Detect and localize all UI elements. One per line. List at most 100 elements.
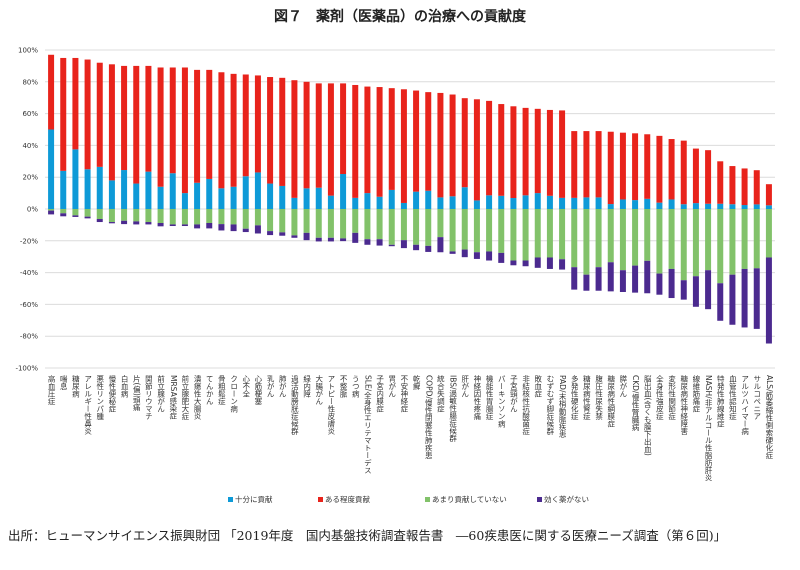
bar-segment-3 <box>765 209 772 258</box>
x-tick-label: PAD/末梢動脈疾患 <box>558 375 568 438</box>
bar-segment-2 <box>145 65 152 172</box>
x-tick-label: NASH/非アルコール性脂肪肝炎 <box>704 375 714 482</box>
bar-segment-4 <box>376 239 383 246</box>
x-tick-label: 子宮内膜症 <box>375 375 385 413</box>
bar-segment-1 <box>583 197 590 209</box>
bar-segment-3 <box>352 209 359 233</box>
x-tick-label: 心不全 <box>241 375 251 398</box>
bar-segment-3 <box>254 209 261 226</box>
bar-segment-2 <box>84 59 91 170</box>
x-tick-label: 子宮頸がん <box>509 375 519 413</box>
bar-segment-4 <box>522 260 529 267</box>
y-tick-label: -20% <box>20 237 38 245</box>
bar-segment-4 <box>413 244 420 251</box>
bar-segment-3 <box>680 209 687 281</box>
bar-segment-1 <box>254 172 261 209</box>
x-tick-label: 腹圧性尿失禁 <box>594 375 604 420</box>
x-tick-label: 心筋梗塞 <box>253 375 263 405</box>
bar-segment-2 <box>133 65 140 184</box>
bar-segment-2 <box>498 104 505 196</box>
x-tick-label: 前立腺肥大症 <box>180 375 190 420</box>
bar-segment-3 <box>473 209 480 253</box>
bar-segment-4 <box>181 224 188 227</box>
bar-segment-1 <box>315 187 322 209</box>
bar-segment-1 <box>181 193 188 209</box>
x-tick-label: 前立腺がん <box>156 375 166 413</box>
bar-segment-3 <box>218 209 225 225</box>
bar-segment-1 <box>267 183 274 209</box>
bar-segment-2 <box>388 88 395 190</box>
bar-segment-3 <box>291 209 298 236</box>
bar-segment-1 <box>425 190 432 209</box>
x-tick-label: 機能性胃腸症 <box>485 375 495 420</box>
bar-segment-4 <box>315 237 322 242</box>
bar-segment-4 <box>668 268 675 299</box>
bar-segment-1 <box>607 204 614 209</box>
bar-segment-2 <box>705 150 712 204</box>
x-tick-label: 乳がん <box>266 375 276 398</box>
bar-segment-3 <box>194 209 201 225</box>
bar-segment-2 <box>449 94 456 197</box>
bar-segment-2 <box>729 166 736 205</box>
legend-label: 十分に貢献 <box>235 495 273 504</box>
bar-segment-4 <box>84 216 91 219</box>
bar-segment-3 <box>607 209 614 263</box>
bar-segment-3 <box>571 209 578 268</box>
bar-segment-4 <box>169 224 176 227</box>
bar-segment-1 <box>388 189 395 209</box>
bar-segment-3 <box>133 209 140 222</box>
bar-segment-4 <box>72 215 79 217</box>
bar-segment-4 <box>425 245 432 252</box>
bar-segment-3 <box>72 209 79 216</box>
bar-segment-1 <box>230 186 237 209</box>
bar-segment-1 <box>741 205 748 209</box>
bar-segment-3 <box>60 209 67 214</box>
bar-segment-2 <box>242 74 249 177</box>
bar-segment-1 <box>498 195 505 209</box>
bar-segment-1 <box>84 169 91 209</box>
bar-segment-4 <box>717 283 724 321</box>
x-tick-label: CKD/慢性腎臓病 <box>631 375 641 431</box>
bar-segment-1 <box>753 204 760 209</box>
bar-segment-3 <box>181 209 188 225</box>
y-tick-label: -60% <box>20 301 38 309</box>
bar-segment-3 <box>388 209 395 245</box>
bar-segment-1 <box>559 197 566 209</box>
bar-segment-2 <box>486 100 493 196</box>
bar-segment-2 <box>218 72 225 189</box>
bar-segment-4 <box>753 268 760 329</box>
bar-segment-1 <box>413 191 420 209</box>
bar-segment-1 <box>473 200 480 209</box>
bar-segment-4 <box>157 222 164 227</box>
bar-segment-4 <box>108 222 115 224</box>
bar-segment-4 <box>656 273 663 295</box>
bar-segment-4 <box>486 251 493 261</box>
bar-segment-2 <box>692 148 699 204</box>
x-tick-label: 肺がん <box>278 375 288 398</box>
y-tick-label: 0% <box>27 206 38 214</box>
bar-segment-4 <box>546 257 553 269</box>
x-tick-label: うつ病 <box>351 375 361 398</box>
bar-segment-2 <box>60 57 67 171</box>
chart-title: 図７ 薬剤（医薬品）の治療への貢献度 <box>274 9 526 25</box>
source-note: 出所：ヒューマンサイエンス振興財団 「2019年度 国内基盤技術調査報告書 ―6… <box>8 528 727 543</box>
x-tick-label: アレルギー性鼻炎 <box>83 375 93 435</box>
bar-segment-4 <box>729 274 736 325</box>
bar-segment-1 <box>194 182 201 209</box>
bar-segment-4 <box>340 238 347 242</box>
bar-segment-1 <box>729 204 736 209</box>
bar-segment-2 <box>315 83 322 188</box>
x-tick-label: ALS/筋萎縮性側索硬化症 <box>764 375 774 460</box>
x-tick-label: 膵がん <box>618 375 628 398</box>
legend-item: ある程度貢献 <box>318 494 370 505</box>
bar-segment-2 <box>400 89 407 203</box>
bar-segment-1 <box>668 199 675 209</box>
bar-segment-2 <box>181 67 188 194</box>
bar-segment-4 <box>352 232 359 243</box>
x-tick-label: MRSA感染症 <box>168 375 178 420</box>
bar-segment-4 <box>510 260 517 266</box>
bar-segment-3 <box>729 209 736 275</box>
bar-segment-3 <box>206 209 213 223</box>
bar-segment-3 <box>510 209 517 261</box>
x-tick-label: SLE/全身性エリテマトーデス <box>363 375 373 474</box>
